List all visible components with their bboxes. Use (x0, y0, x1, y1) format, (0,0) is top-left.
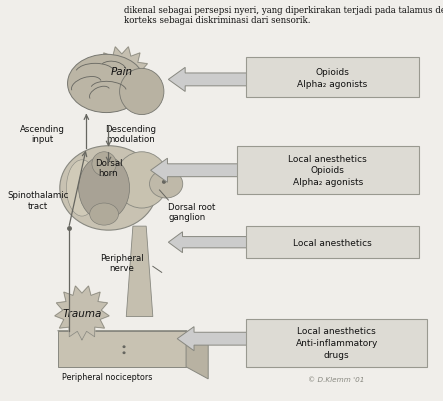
Text: Pain: Pain (111, 67, 133, 77)
Polygon shape (186, 331, 208, 379)
Text: Trauma: Trauma (62, 308, 101, 318)
Ellipse shape (162, 181, 166, 184)
Ellipse shape (122, 345, 126, 348)
Ellipse shape (89, 203, 118, 225)
Text: Spinothalamic
tract: Spinothalamic tract (7, 191, 68, 210)
Text: Local anesthetics
Anti-inflammatory
drugs: Local anesthetics Anti-inflammatory drug… (295, 326, 378, 359)
Ellipse shape (66, 160, 97, 217)
Text: dikenal sebagai persepsi nyeri, yang diperkirakan terjadi pada talamus dengan
ko: dikenal sebagai persepsi nyeri, yang dip… (124, 6, 443, 25)
Text: Opioids
Alpha₂ agonists: Opioids Alpha₂ agonists (297, 68, 367, 89)
Text: Dorsal
horn: Dorsal horn (95, 158, 122, 178)
Polygon shape (95, 48, 149, 101)
Text: Peripheral
nerve: Peripheral nerve (100, 253, 144, 272)
Polygon shape (58, 331, 186, 367)
Text: Dorsal root
ganglion: Dorsal root ganglion (168, 203, 216, 222)
Text: Descending
modulation: Descending modulation (105, 125, 156, 144)
FancyBboxPatch shape (237, 146, 419, 194)
Polygon shape (55, 286, 109, 340)
Ellipse shape (67, 55, 145, 113)
Text: Local anesthetics: Local anesthetics (293, 238, 372, 247)
Polygon shape (177, 327, 248, 351)
Ellipse shape (60, 146, 157, 231)
Polygon shape (126, 227, 153, 317)
Polygon shape (168, 68, 248, 92)
Text: Peripheral nociceptors: Peripheral nociceptors (62, 373, 152, 381)
FancyBboxPatch shape (246, 58, 419, 98)
Ellipse shape (149, 170, 183, 198)
Text: © D.Klemm '01: © D.Klemm '01 (308, 376, 365, 382)
Ellipse shape (78, 156, 129, 221)
Polygon shape (168, 232, 248, 253)
Ellipse shape (115, 152, 168, 209)
Text: Local anesthetics
Opioids
Alpha₂ agonists: Local anesthetics Opioids Alpha₂ agonist… (288, 154, 367, 187)
FancyBboxPatch shape (246, 227, 419, 259)
Ellipse shape (122, 351, 126, 354)
Polygon shape (58, 331, 208, 343)
Text: Ascending
input: Ascending input (19, 125, 65, 144)
Ellipse shape (92, 152, 116, 176)
Ellipse shape (120, 69, 164, 115)
FancyBboxPatch shape (246, 319, 427, 367)
Polygon shape (151, 159, 239, 183)
